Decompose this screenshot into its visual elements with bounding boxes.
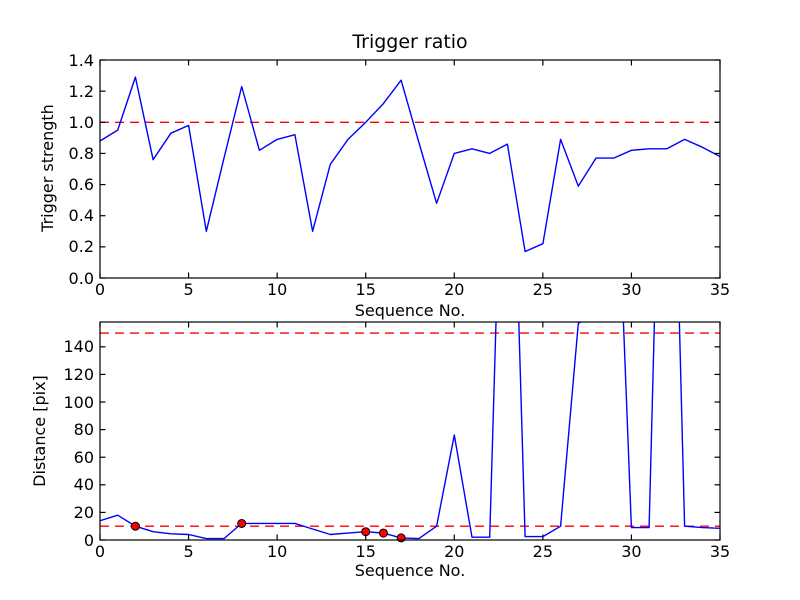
x-tick-label: 20 [444,280,465,299]
y-tick-label: 1.0 [68,112,94,132]
y-tick-label: 80 [73,420,94,440]
x-tick-label: 35 [709,542,731,561]
bottom-plot [99,321,721,543]
x-tick-label: 30 [621,280,642,299]
bottom-x-axis-label: Sequence No. [354,561,466,580]
y-tick-label: 0 [83,530,94,550]
top-x-axis-label: Sequence No. [354,301,466,320]
y-tick-label: 140 [63,337,94,357]
x-tick-label: 25 [532,280,554,299]
y-tick-label: 0.2 [68,237,94,257]
trigger-event-marker [237,518,247,528]
trigger-event-marker [378,528,388,538]
trigger-strength-line [100,76,720,253]
bottom-plot-border [99,321,721,541]
y-tick-label: 60 [73,447,94,467]
trigger-event-marker [396,533,406,543]
y-tick-label: 0.0 [68,268,94,288]
top-plot [99,59,721,279]
x-tick-label: 15 [355,542,376,561]
y-tick-label: 1.4 [68,50,94,70]
y-tick-label: 120 [63,364,94,384]
x-tick-label: 0 [94,542,106,561]
top-chart-title: Trigger ratio [352,31,468,53]
x-tick-label: 15 [355,280,376,299]
distance-line [100,322,720,540]
top-plot-border [99,59,721,279]
x-tick-label: 10 [266,542,288,561]
x-tick-label: 35 [709,280,731,299]
x-tick-label: 5 [183,542,194,561]
x-tick-label: 0 [94,280,106,299]
y-tick-label: 0.6 [68,175,94,195]
y-tick-label: 0.8 [68,143,94,163]
y-tick-label: 100 [63,392,94,412]
y-tick-label: 1.2 [68,81,94,101]
x-tick-label: 30 [621,542,642,561]
y-tick-label: 0.4 [68,206,94,226]
y-tick-label: 20 [73,502,94,522]
x-tick-label: 20 [444,542,465,561]
x-tick-label: 10 [266,280,288,299]
x-tick-label: 25 [532,542,554,561]
y-tick-label: 40 [73,475,94,495]
trigger-event-marker [130,521,140,531]
x-tick-label: 5 [183,280,194,299]
